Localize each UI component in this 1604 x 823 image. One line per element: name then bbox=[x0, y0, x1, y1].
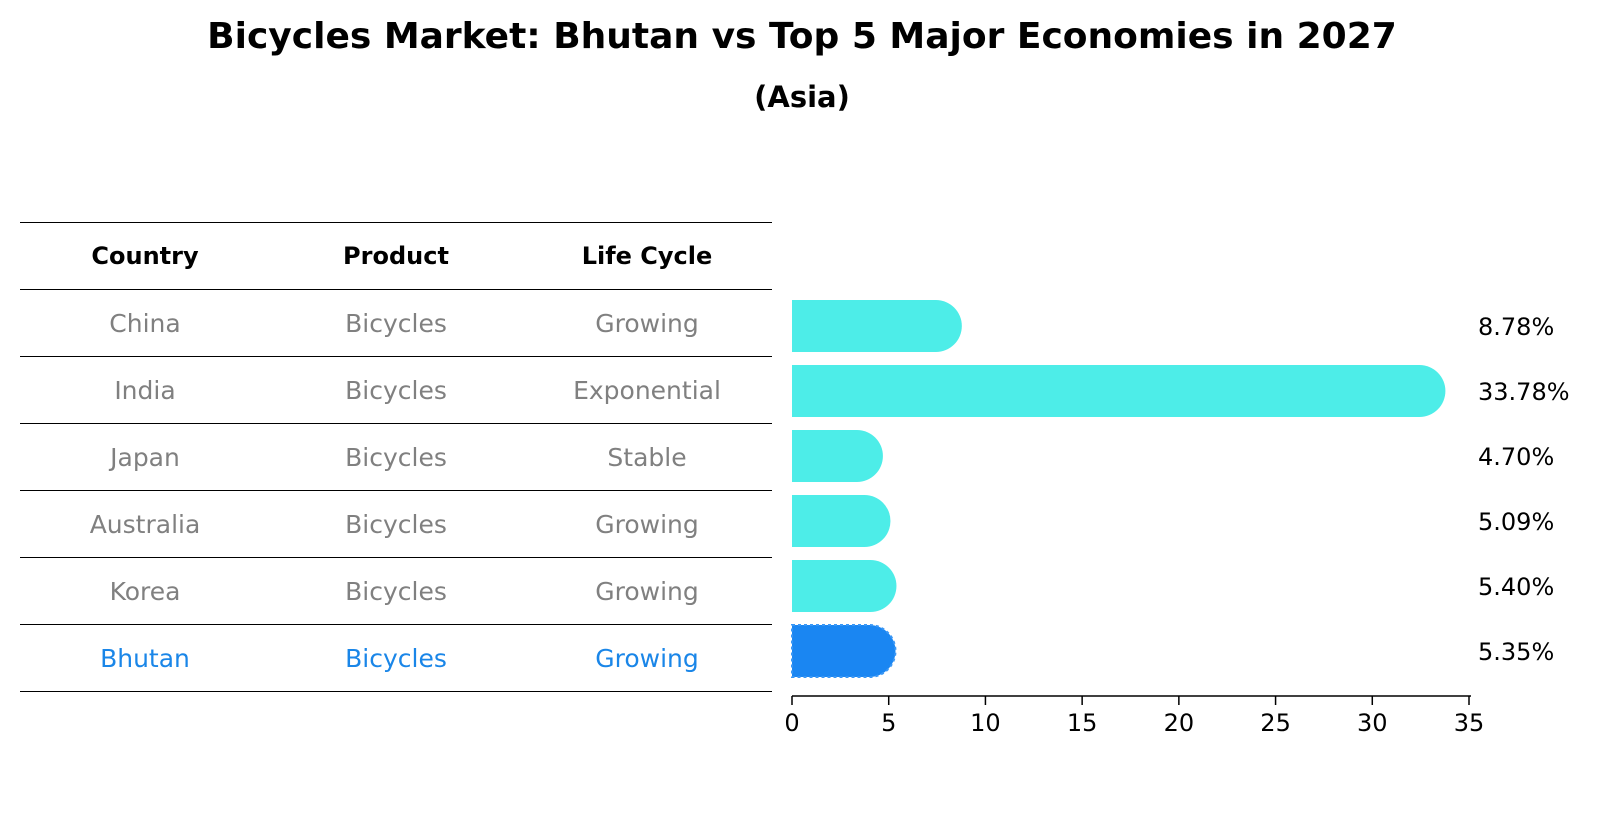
cell-life-cycle: Growing bbox=[595, 509, 699, 539]
value-label-india: 33.78% bbox=[1478, 378, 1570, 406]
cell-product: Bicycles bbox=[345, 375, 447, 405]
cell-life-cycle: Growing bbox=[595, 643, 699, 673]
table-row: Japan Bicycles Stable bbox=[20, 423, 772, 490]
cell-country: Korea bbox=[109, 576, 181, 606]
x-tick-label: 30 bbox=[1357, 709, 1388, 737]
table-row: Korea Bicycles Growing bbox=[20, 557, 772, 624]
cell-life-cycle: Growing bbox=[595, 308, 699, 338]
x-tick-label: 0 bbox=[784, 709, 799, 737]
value-label-china: 8.78% bbox=[1478, 313, 1554, 341]
cell-product: Bicycles bbox=[345, 643, 447, 673]
bar-korea bbox=[792, 560, 897, 612]
value-label-bhutan: 5.35% bbox=[1478, 638, 1554, 666]
bar-japan bbox=[792, 430, 883, 482]
x-tick-label: 5 bbox=[881, 709, 896, 737]
cell-product: Bicycles bbox=[345, 442, 447, 472]
chart-title: Bicycles Market: Bhutan vs Top 5 Major E… bbox=[207, 16, 1397, 57]
table-header-row: Country Product Life Cycle bbox=[20, 222, 772, 289]
bar-china bbox=[792, 300, 962, 352]
value-label-korea: 5.40% bbox=[1478, 573, 1554, 601]
header-life-cycle: Life Cycle bbox=[581, 242, 713, 270]
cell-country: Bhutan bbox=[100, 643, 190, 673]
chart-subtitle: (Asia) bbox=[754, 80, 850, 114]
x-tick-label: 25 bbox=[1260, 709, 1291, 737]
table-row-highlight: Bhutan Bicycles Growing bbox=[20, 624, 772, 692]
x-tick-label: 35 bbox=[1454, 709, 1485, 737]
header-country: Country bbox=[91, 242, 199, 270]
x-tick-label: 20 bbox=[1164, 709, 1195, 737]
bar-india bbox=[792, 365, 1446, 417]
cell-life-cycle: Stable bbox=[607, 442, 687, 472]
cell-life-cycle: Growing bbox=[595, 576, 699, 606]
cell-product: Bicycles bbox=[345, 576, 447, 606]
cell-product: Bicycles bbox=[345, 509, 447, 539]
cell-product: Bicycles bbox=[345, 308, 447, 338]
table-row: China Bicycles Growing bbox=[20, 289, 772, 356]
value-label-australia: 5.09% bbox=[1478, 508, 1554, 536]
cell-country: India bbox=[114, 375, 176, 405]
cell-life-cycle: Exponential bbox=[573, 375, 721, 405]
bar-bhutan bbox=[791, 624, 897, 678]
cell-country: Japan bbox=[110, 442, 180, 472]
table-row: Australia Bicycles Growing bbox=[20, 490, 772, 557]
value-label-japan: 4.70% bbox=[1478, 443, 1554, 471]
cell-country: China bbox=[109, 308, 181, 338]
cell-country: Australia bbox=[89, 509, 201, 539]
bar-australia bbox=[792, 495, 891, 547]
x-tick-label: 15 bbox=[1067, 709, 1098, 737]
market-table: Country Product Life Cycle China Bicycle… bbox=[20, 222, 772, 692]
table-row: India Bicycles Exponential bbox=[20, 356, 772, 423]
x-tick-label: 10 bbox=[970, 709, 1001, 737]
header-product: Product bbox=[343, 242, 449, 270]
